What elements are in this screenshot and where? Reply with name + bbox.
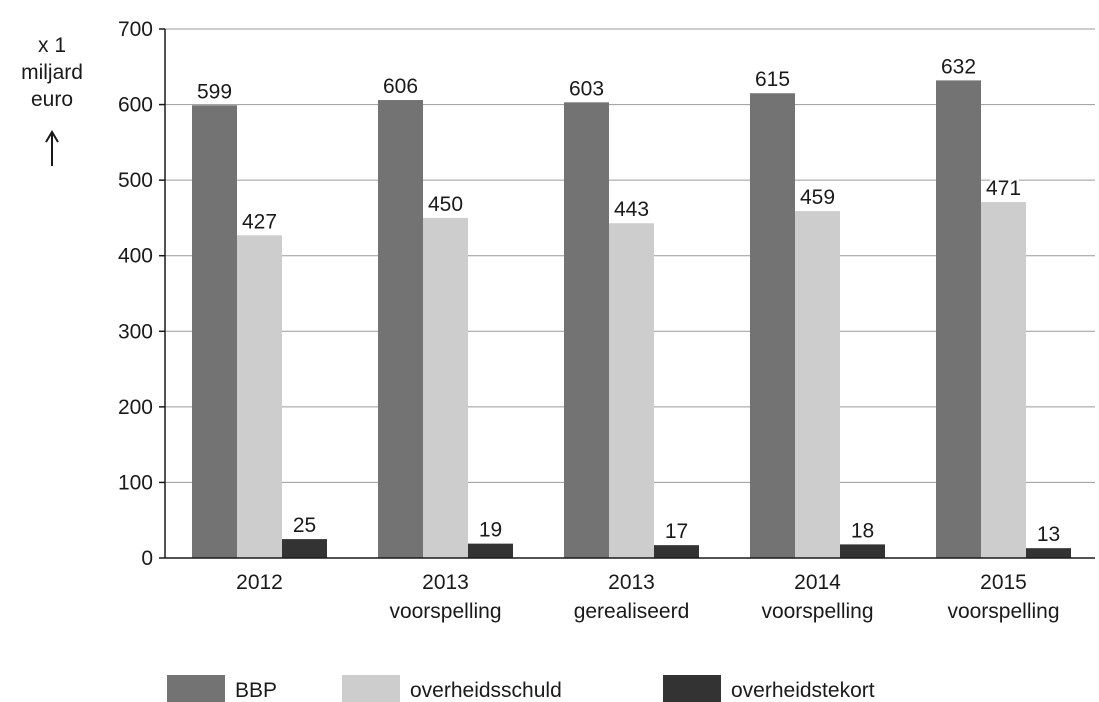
bar-overheidsschuld <box>609 223 654 558</box>
legend-swatch <box>663 675 721 702</box>
bar-BBP <box>564 102 609 558</box>
y-axis-label-line: miljard <box>21 61 83 84</box>
bar-overheidstekort <box>1026 548 1071 558</box>
y-axis-label-line: x 1 <box>38 34 66 57</box>
x-category-label: voorspelling <box>947 600 1059 623</box>
y-tick-label: 300 <box>118 320 153 343</box>
bar-BBP <box>192 105 237 558</box>
y-tick-label: 200 <box>118 396 153 419</box>
bar-BBP <box>378 100 423 558</box>
y-tick-label: 500 <box>118 169 153 192</box>
data-label: 17 <box>665 520 688 543</box>
data-label: 603 <box>569 77 604 100</box>
bar-overheidstekort <box>840 544 885 558</box>
y-axis-label-line: euro <box>31 88 73 111</box>
bar-overheidstekort <box>654 545 699 558</box>
bar-overheidsschuld <box>795 211 840 558</box>
data-label: 599 <box>197 80 232 103</box>
data-labels: 599 427 25 606 450 19 603 443 17 615 459 18 632 471 13 <box>194 53 1062 549</box>
data-label: 13 <box>1037 523 1060 546</box>
x-category-label: 2012 <box>236 571 283 594</box>
bar-overheidsschuld <box>237 235 282 558</box>
y-axis-label: x 1 miljard euro <box>21 34 83 111</box>
x-category-label: voorspelling <box>761 600 873 623</box>
y-tick-label: 100 <box>118 471 153 494</box>
bar-overheidsschuld <box>423 217 468 558</box>
bars <box>192 80 1071 558</box>
bar-overheidstekort <box>282 539 327 558</box>
legend-swatch <box>342 675 400 702</box>
x-axis-categories: 2012 2013 voorspelling 2013 gerealiseerd 2014… <box>236 571 1059 623</box>
data-label: 471 <box>986 177 1021 200</box>
legend: BBP overheidsschuld overheidstekort <box>167 675 875 702</box>
data-label: 25 <box>293 514 316 537</box>
legend-label: BBP <box>235 679 277 702</box>
x-category-label: voorspelling <box>389 600 501 623</box>
x-category-label: 2015 <box>980 571 1027 594</box>
bar-BBP <box>750 93 795 558</box>
data-label: 615 <box>755 68 790 91</box>
data-label: 632 <box>941 55 976 78</box>
legend-label: overheidsschuld <box>410 679 562 702</box>
x-category-label: 2013 <box>422 571 469 594</box>
x-category-label: 2014 <box>794 571 841 594</box>
y-tick-label: 700 <box>118 18 153 41</box>
data-label: 606 <box>383 75 418 98</box>
data-label: 443 <box>614 198 649 221</box>
y-axis-ticks: 0 100 200 300 400 500 600 700 <box>118 18 165 570</box>
data-label: 19 <box>479 519 502 542</box>
bar-overheidsschuld <box>981 202 1026 558</box>
data-label: 459 <box>800 186 835 209</box>
y-tick-label: 600 <box>118 94 153 117</box>
bar-overheidstekort <box>468 543 513 558</box>
data-label: 450 <box>428 193 463 216</box>
y-tick-label: 400 <box>118 245 153 268</box>
data-label: 18 <box>851 519 874 542</box>
x-category-label: 2013 <box>608 571 655 594</box>
legend-label: overheidstekort <box>731 679 875 702</box>
data-label: 427 <box>242 210 277 233</box>
y-tick-label: 0 <box>141 547 153 570</box>
x-category-label: gerealiseerd <box>574 600 690 623</box>
y-axis-arrow-icon <box>45 130 59 166</box>
bar-BBP <box>936 80 981 558</box>
legend-swatch <box>167 675 225 702</box>
